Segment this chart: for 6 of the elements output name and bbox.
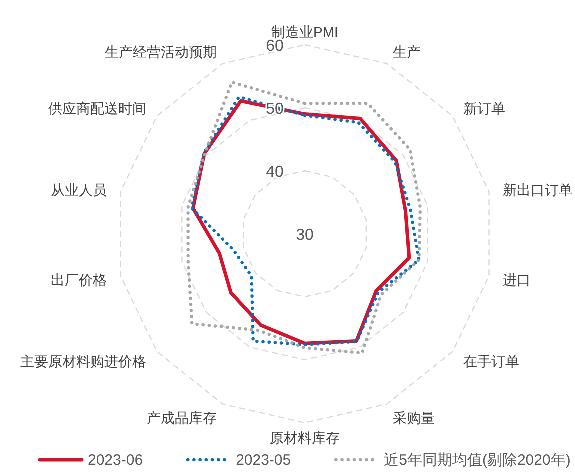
y-tick-label: 60 bbox=[266, 38, 284, 55]
y-tick-label: 40 bbox=[266, 164, 284, 181]
legend-label: 近5年同期均值(剔除2020年) bbox=[384, 452, 571, 469]
y-tick-label: 30 bbox=[296, 227, 314, 244]
legend-label: 2023-05 bbox=[236, 452, 292, 469]
legend-label: 2023-06 bbox=[88, 452, 144, 469]
